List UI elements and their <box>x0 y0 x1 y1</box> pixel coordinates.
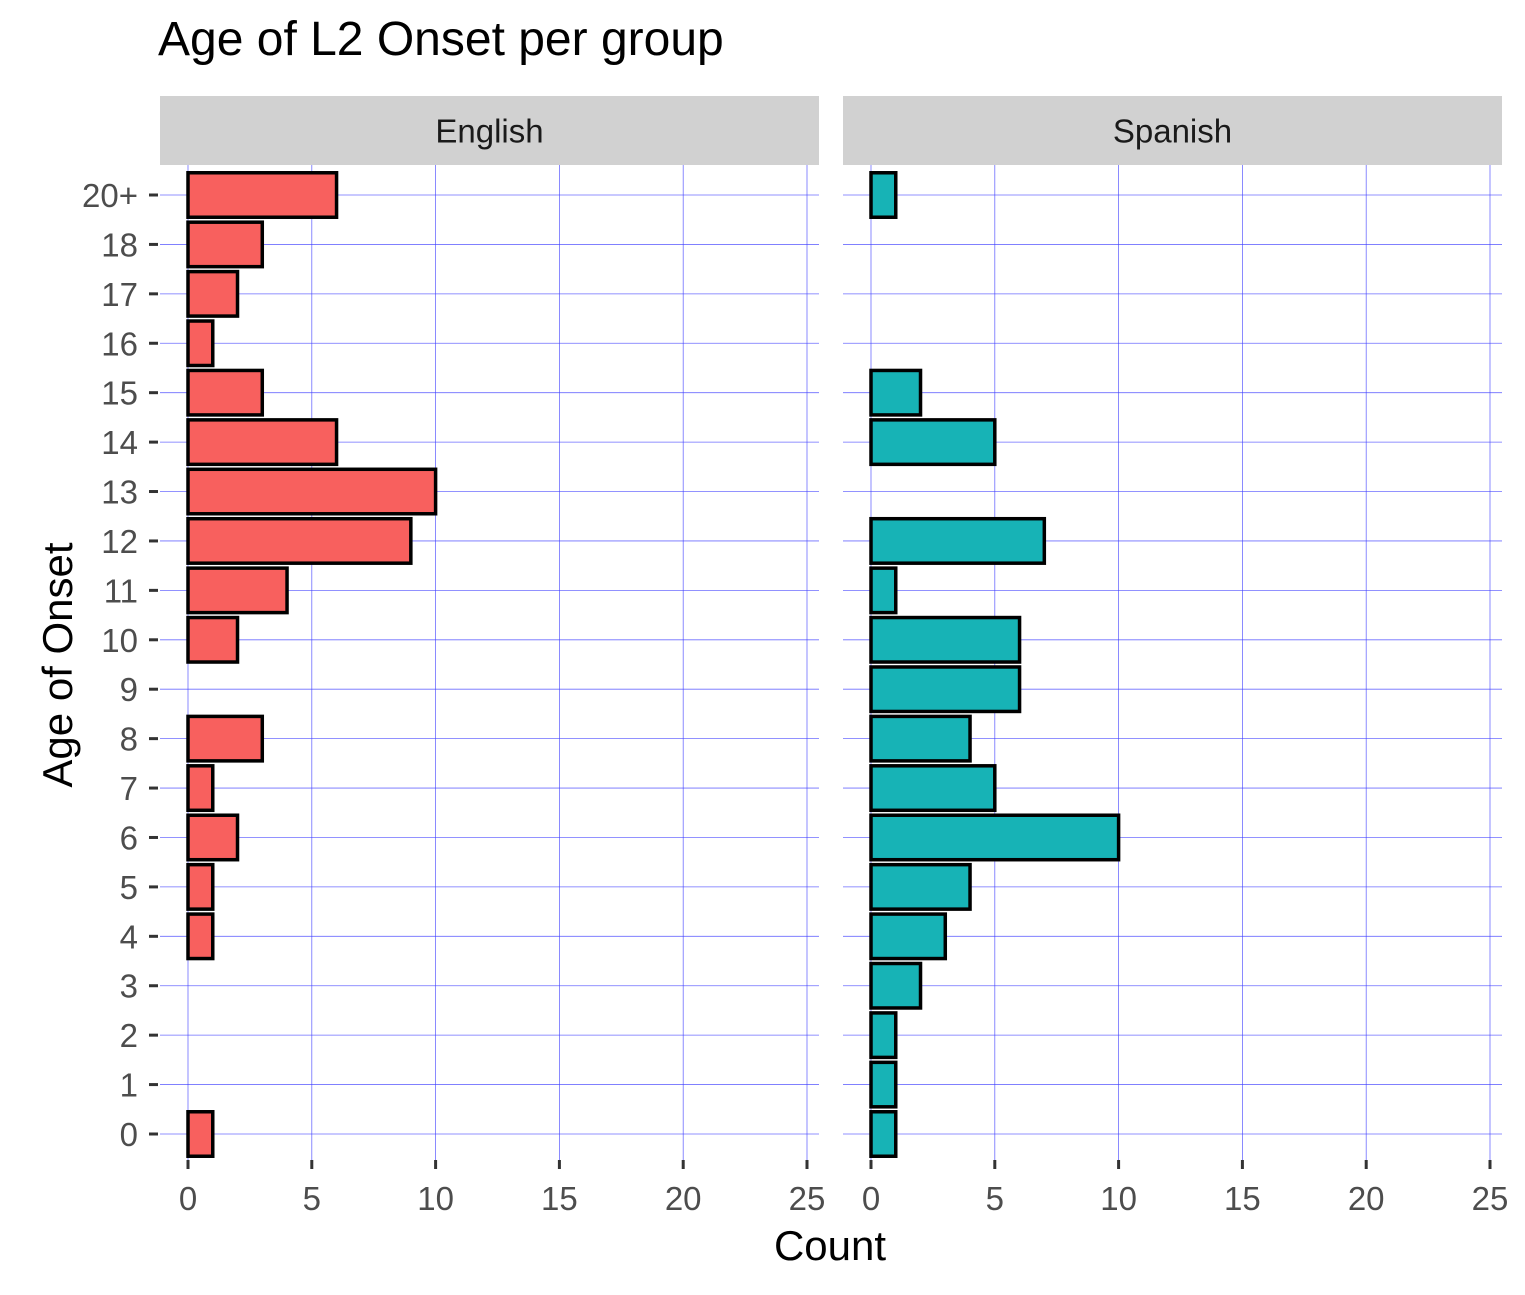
y-tick-label: 17 <box>101 276 138 313</box>
x-tick-label: 15 <box>1224 1180 1261 1217</box>
bar-spanish-15 <box>869 368 923 417</box>
y-tick-label: 16 <box>101 325 138 362</box>
x-tick-label: 15 <box>541 1180 578 1217</box>
y-tick-label: 15 <box>101 375 138 412</box>
y-tick-label: 14 <box>101 424 138 461</box>
y-tick-label: 5 <box>120 869 138 906</box>
bar-spanish-20+ <box>869 171 898 219</box>
x-tick-label: 5 <box>986 1180 1004 1217</box>
x-tick-label: 0 <box>179 1180 197 1217</box>
bar-spanish-9 <box>869 665 1022 714</box>
facet-label-english: English <box>435 113 543 150</box>
bar-english-8 <box>186 714 265 763</box>
bar-english-5 <box>186 862 215 911</box>
y-tick-label: 10 <box>101 622 138 659</box>
bar-english-17 <box>186 269 240 318</box>
y-tick-label: 4 <box>120 918 138 955</box>
bar-spanish-4 <box>869 912 948 961</box>
bar-english-13 <box>186 467 438 516</box>
x-tick-label: 20 <box>665 1180 702 1217</box>
bar-spanish-6 <box>869 813 1121 862</box>
bar-english-10 <box>186 615 240 664</box>
y-tick-label: 6 <box>120 819 138 856</box>
y-tick-label: 11 <box>104 572 138 609</box>
y-tick-label: 18 <box>101 226 138 263</box>
y-tick-label: 1 <box>120 1067 138 1104</box>
bar-spanish-0 <box>869 1110 898 1158</box>
y-tick-label: 3 <box>120 968 138 1005</box>
y-tick-label: 12 <box>101 523 138 560</box>
bar-english-16 <box>186 319 215 368</box>
bar-english-4 <box>186 912 215 961</box>
y-tick-label: 8 <box>120 721 138 758</box>
facet-label-spanish: Spanish <box>1113 113 1232 150</box>
bar-english-14 <box>186 418 339 467</box>
x-tick-label: 10 <box>417 1180 454 1217</box>
bar-spanish-1 <box>869 1060 898 1109</box>
bar-spanish-12 <box>869 516 1047 565</box>
bar-english-15 <box>186 368 265 417</box>
bar-english-20+ <box>186 171 339 219</box>
bar-english-6 <box>186 813 240 862</box>
x-axis-label: Count <box>773 1222 887 1269</box>
x-tick-label: 5 <box>303 1180 321 1217</box>
bar-spanish-5 <box>869 862 972 911</box>
bar-spanish-14 <box>869 418 997 467</box>
y-tick-label: 13 <box>101 474 138 511</box>
facet-strip-spanish <box>843 96 1502 165</box>
y-tick-label: 9 <box>120 671 138 708</box>
bar-spanish-7 <box>869 764 997 813</box>
bar-spanish-8 <box>869 714 972 763</box>
bar-spanish-3 <box>869 961 923 1010</box>
x-tick-label: 25 <box>1472 1180 1509 1217</box>
chart-title: Age of L2 Onset per group <box>158 13 724 66</box>
bar-english-18 <box>186 220 265 269</box>
x-tick-label: 20 <box>1348 1180 1385 1217</box>
x-tick-label: 25 <box>789 1180 826 1217</box>
y-axis-label: Age of Onset <box>34 542 81 788</box>
y-tick-label: 2 <box>120 1017 138 1054</box>
y-tick-label: 7 <box>120 770 138 807</box>
bar-english-0 <box>186 1110 215 1158</box>
bar-english-7 <box>186 764 215 813</box>
bar-spanish-2 <box>869 1011 898 1060</box>
facet-strip-english <box>160 96 819 165</box>
x-tick-label: 0 <box>862 1180 880 1217</box>
y-tick-label: 20+ <box>82 177 138 214</box>
y-tick-label: 0 <box>120 1116 138 1153</box>
bar-english-12 <box>186 516 413 565</box>
bar-spanish-11 <box>869 566 898 615</box>
bar-spanish-10 <box>869 615 1022 664</box>
x-tick-label: 10 <box>1100 1180 1137 1217</box>
bar-english-11 <box>186 566 289 615</box>
